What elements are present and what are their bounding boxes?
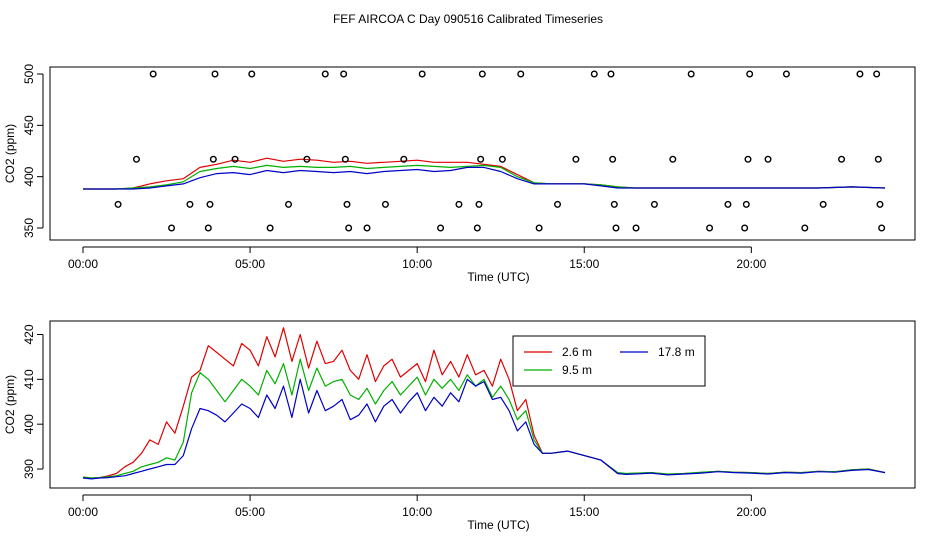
marker-point: [231, 155, 239, 163]
marker-point: [132, 155, 140, 163]
series-line-9-5-m: [82, 358, 886, 479]
y-tick-label: 450: [22, 115, 36, 135]
marker-point: [819, 200, 827, 208]
marker-point: [706, 224, 714, 232]
marker-point: [609, 155, 617, 163]
marker-point: [149, 70, 157, 78]
marker-point: [473, 224, 481, 232]
x-tick-label: 15:00: [569, 257, 599, 271]
marker-point: [498, 155, 506, 163]
marker-point: [345, 224, 353, 232]
marker-point: [209, 155, 217, 163]
marker-point: [285, 200, 293, 208]
marker-point: [612, 224, 620, 232]
series-line-17-8-m: [83, 166, 886, 190]
x-axis-label: Time (UTC): [467, 270, 529, 284]
marker-point: [340, 70, 348, 78]
marker-point: [535, 224, 543, 232]
x-tick-label: 05:00: [235, 505, 265, 519]
marker-point: [838, 155, 846, 163]
marker-point: [873, 70, 881, 78]
y-tick-label: 400: [22, 414, 36, 434]
y-tick-label: 500: [22, 64, 36, 84]
y-tick-label: 390: [22, 459, 36, 479]
y-tick-label: 410: [22, 369, 36, 389]
x-tick-label: 05:00: [235, 257, 265, 271]
y-tick-label: 400: [22, 166, 36, 186]
marker-point: [607, 70, 615, 78]
marker-point: [341, 155, 349, 163]
figure-title: FEF AIRCOA C Day 090516 Calibrated Times…: [333, 12, 603, 26]
marker-point: [801, 224, 809, 232]
y-axis-label: CO2 (ppm): [3, 124, 17, 183]
x-axis-label: Time (UTC): [467, 518, 529, 532]
marker-point: [554, 200, 562, 208]
marker-point: [211, 70, 219, 78]
marker-point: [876, 200, 884, 208]
marker-point: [455, 200, 463, 208]
legend: 2.6 m 17.8 m 9.5 m: [512, 335, 706, 387]
series-line-2-6-m: [83, 157, 886, 190]
marker-point: [381, 200, 389, 208]
marker-point: [741, 224, 749, 232]
marker-point: [746, 70, 754, 78]
legend-box: [512, 335, 706, 387]
x-tick-label: 15:00: [569, 505, 599, 519]
series-line-17-8-m: [82, 378, 886, 480]
y-axis-label: CO2 (ppm): [3, 375, 17, 434]
marker-point: [874, 155, 882, 163]
marker-point: [669, 155, 677, 163]
marker-point: [114, 200, 122, 208]
top-panel: 00:00 05:00 10:00 15:00 20:00 Time (UTC) 350 40…: [3, 64, 916, 284]
x-tick-label: 10:00: [402, 257, 432, 271]
x-tick-label: 20:00: [736, 257, 766, 271]
plot-frame: [49, 66, 916, 241]
marker-point: [303, 155, 311, 163]
series-line-2-6-m: [82, 327, 886, 479]
marker-point: [204, 224, 212, 232]
marker-point: [782, 70, 790, 78]
x-tick-label: 00:00: [68, 505, 98, 519]
legend-label-9-5-m: 9.5 m: [562, 363, 592, 377]
marker-point: [590, 70, 598, 78]
y-tick-label: 350: [22, 218, 36, 238]
x-tick-label: 10:00: [402, 505, 432, 519]
marker-point: [343, 200, 351, 208]
marker-point: [650, 200, 658, 208]
marker-point: [744, 155, 752, 163]
x-tick-label: 00:00: [68, 257, 98, 271]
bottom-panel: 00:00 05:00 10:00 15:00 20:00 Time (UTC) 390 40…: [3, 320, 916, 532]
plot-frame: [49, 320, 916, 489]
legend-label-17-8-m: 17.8 m: [658, 345, 695, 359]
marker-point: [363, 224, 371, 232]
marker-point: [632, 224, 640, 232]
marker-point: [572, 155, 580, 163]
marker-point: [266, 224, 274, 232]
marker-point: [742, 200, 750, 208]
marker-point: [400, 155, 408, 163]
x-tick-label: 20:00: [736, 505, 766, 519]
marker-point: [687, 70, 695, 78]
marker-point: [764, 155, 772, 163]
marker-point: [168, 224, 176, 232]
marker-point: [478, 70, 486, 78]
marker-point: [321, 70, 329, 78]
y-tick-label: 420: [22, 324, 36, 344]
marker-point: [477, 155, 485, 163]
marker-point: [206, 200, 214, 208]
legend-label-2-6-m: 2.6 m: [562, 345, 592, 359]
marker-point: [475, 200, 483, 208]
marker-point: [517, 70, 525, 78]
marker-point: [724, 200, 732, 208]
marker-point: [437, 224, 445, 232]
marker-point: [878, 224, 886, 232]
marker-point: [248, 70, 256, 78]
marker-point: [610, 200, 618, 208]
marker-point: [186, 200, 194, 208]
marker-point: [418, 70, 426, 78]
marker-point: [856, 70, 864, 78]
